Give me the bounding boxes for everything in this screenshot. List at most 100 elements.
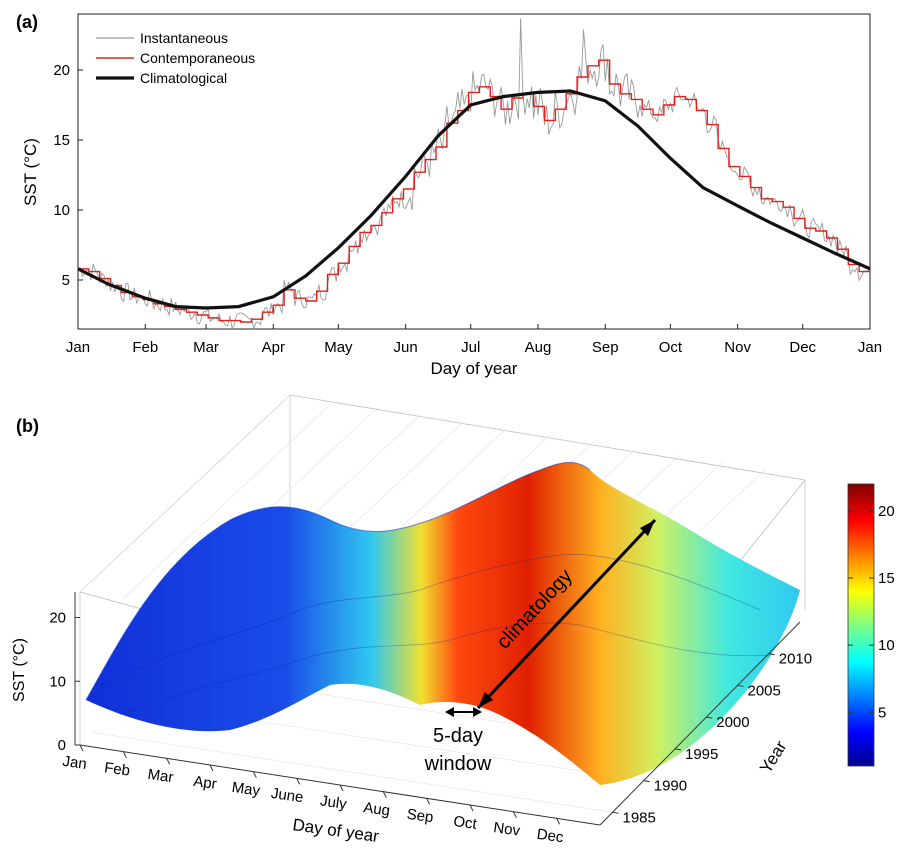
panel-a: (a) Jan Feb Mar Apr May Jun Jul Aug Sep Oct Nov Dec… (16, 12, 882, 378)
panel-a-y-ticks: 5 10 15 20 (53, 62, 83, 289)
panel-a-x-axis-label: Day of year (431, 359, 518, 378)
x-tick-label: Apr (262, 339, 285, 356)
colorbar-ticks: 5 10 15 20 (848, 503, 895, 721)
year-tick-label: 1990 (654, 778, 687, 795)
surface-texture-line-2 (119, 622, 771, 716)
z-tick-label: 20 (49, 610, 66, 627)
day-tick-label: Jan (61, 753, 87, 773)
window-arrow-head-right (473, 707, 482, 717)
x-tick-label: Mar (193, 339, 219, 356)
y-tick-label: 15 (53, 132, 70, 149)
panel-a-y-axis-label: SST (°C) (21, 138, 40, 206)
window-arrow-head-left (445, 707, 454, 717)
year-tick-mark (737, 684, 744, 687)
panel-a-plot-area (78, 18, 870, 329)
day-tick-mark (209, 764, 214, 772)
year-tick-label: 2005 (748, 682, 781, 699)
year-axis-line (599, 621, 801, 826)
day-tick-label: Feb (103, 759, 131, 779)
day-tick-mark (512, 811, 517, 818)
climatology-arrow (476, 518, 657, 710)
day-tick-label: Sep (406, 806, 435, 827)
panel-b-z-axis-label: SST (°C) (11, 638, 28, 702)
colorbar-tick-label: 15 (878, 570, 895, 587)
y-tick-label: 10 (53, 202, 70, 219)
legend: Instantaneous Contemporaneous Climatolog… (96, 30, 255, 86)
day-tick-label: Mar (147, 766, 175, 786)
year-tick-label: 1995 (685, 746, 718, 763)
sst-surface (86, 462, 800, 785)
day-tick-mark (296, 778, 301, 785)
year-tick-label: 2000 (716, 714, 749, 731)
year-tick-mark (612, 811, 619, 814)
panel-b-year-ticks: 1985 1990 1995 2000 2005 2010 (612, 651, 812, 826)
day-tick-mark (122, 751, 127, 758)
y-tick-label: 20 (53, 62, 70, 79)
day-tick-label: Aug (362, 799, 391, 820)
instantaneous-line (78, 18, 870, 329)
day-tick-mark (426, 798, 431, 805)
year-tick-mark (674, 748, 682, 751)
day-tick-label: Oct (452, 813, 478, 833)
x-tick-label: Jul (461, 339, 480, 356)
legend-climatological-label: Climatological (140, 70, 227, 86)
year-tick-mark (768, 653, 775, 656)
year-tick-label: 1985 (623, 809, 656, 826)
day-tick-label: July (319, 792, 348, 813)
panel-b-day-ticks: Jan Feb Mar Apr May June July Aug Sep Oct Nov Dec (61, 744, 565, 847)
day-tick-label: May (231, 779, 262, 800)
x-tick-label: Jun (394, 339, 418, 356)
y-tick-label: 5 (62, 272, 70, 289)
z-tick-label: 10 (49, 673, 66, 690)
climatological-line (78, 89, 870, 310)
contemporaneous-line (78, 59, 870, 323)
day-tick-label: Apr (192, 773, 217, 793)
x-tick-label: Feb (132, 339, 158, 356)
day-tick-label: Dec (536, 826, 565, 847)
colorbar (847, 483, 875, 767)
day-tick-mark (469, 804, 474, 812)
day-tick-mark (79, 744, 84, 752)
panel-b-day-axis-label: Day of year (291, 815, 380, 846)
day-tick-mark (339, 784, 344, 792)
x-tick-label: Oct (659, 339, 683, 356)
x-tick-label: Sep (592, 339, 619, 356)
x-tick-label: Jan (858, 339, 882, 356)
day-tick-label: June (270, 785, 305, 806)
panel-b-z-ticks: 0 10 20 (49, 610, 80, 754)
year-grid-line (92, 732, 613, 813)
window-annotation-line2: window (424, 753, 492, 775)
colorbar-tick-label: 10 (878, 637, 895, 654)
day-tick-mark (382, 791, 387, 798)
window-annotation-line1: 5-day (433, 725, 483, 747)
panel-b-year-axis-label: Year (756, 737, 790, 776)
day-grid-line (79, 394, 291, 593)
colorbar-tick-label: 20 (878, 503, 895, 520)
day-tick-label: Nov (492, 819, 521, 840)
panel-b-label: (b) (16, 416, 39, 436)
day-tick-mark (252, 771, 257, 778)
climatology-arrow-head-top (640, 520, 655, 536)
colorbar-tick-label: 5 (878, 704, 886, 721)
year-tick-label: 2010 (779, 651, 812, 668)
year-tick-mark (643, 780, 650, 783)
surface-ridge-line (85, 462, 591, 701)
day-tick-mark (556, 818, 561, 825)
year-tick-mark (706, 716, 713, 719)
climatology-arrow-head-bottom (478, 692, 493, 708)
panel-a-axes-box (77, 13, 871, 330)
x-tick-label: May (324, 339, 353, 356)
day-grid-line (123, 401, 334, 599)
surface-texture-line-1 (99, 553, 761, 691)
legend-instantaneous-label: Instantaneous (140, 30, 228, 46)
legend-contemporaneous-label: Contemporaneous (140, 50, 255, 66)
panel-a-x-ticks: Jan Feb Mar Apr May Jun Jul Aug Sep Oct Nov Dec Jan (66, 324, 882, 356)
x-tick-label: Dec (789, 339, 816, 356)
x-tick-label: Nov (724, 339, 751, 356)
z-tick-label: 0 (58, 737, 66, 754)
x-tick-label: Jan (66, 339, 90, 356)
x-tick-label: Aug (525, 339, 552, 356)
day-tick-mark (166, 758, 171, 765)
